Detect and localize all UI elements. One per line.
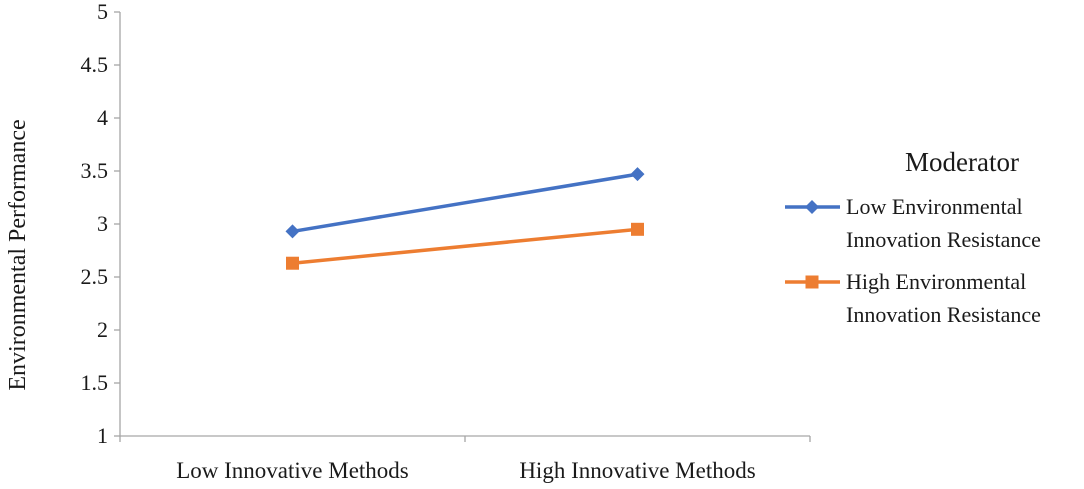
y-tick-label: 4 [97,105,108,130]
y-tick-label: 2.5 [81,264,109,289]
data-point [286,256,299,270]
series-1 [285,167,645,239]
y-tick-label: 1.5 [81,370,109,395]
legend-label: Innovation Resistance [846,302,1041,327]
data-point [630,167,645,182]
y-tick-label: 1 [97,423,108,448]
legend-title: Moderator [905,147,1019,177]
legend: Moderator Low Environmental Innovation Re… [785,147,1041,327]
y-axis-ticks: 1 1.5 2 2.5 3 3.5 4 4.5 5 [81,0,120,448]
y-tick-label: 3 [97,211,108,236]
x-category-label: High Innovative Methods [519,458,755,483]
data-point [631,222,644,236]
y-axis-title: Environmental Performance [5,119,31,390]
series-line [292,172,638,234]
y-tick-label: 4.5 [81,52,109,77]
series-line [292,227,638,265]
y-tick-label: 3.5 [81,158,109,183]
legend-swatch-marker [805,275,819,289]
y-tick-label: 2 [97,317,108,342]
legend-entry-2: High Environmental Innovation Resistance [785,269,1041,327]
series-group [285,167,645,270]
axes: Low Innovative Methods High Innovative Me… [119,12,811,483]
legend-label: High Environmental [846,269,1026,294]
series-2 [286,222,644,270]
x-category-label: Low Innovative Methods [176,458,409,483]
legend-label: Innovation Resistance [846,227,1041,252]
data-point [285,224,300,239]
legend-entry-1: Low Environmental Innovation Resistance [785,194,1041,252]
legend-label: Low Environmental [846,194,1023,219]
y-tick-label: 5 [97,0,108,24]
legend-swatch-marker [805,200,819,214]
